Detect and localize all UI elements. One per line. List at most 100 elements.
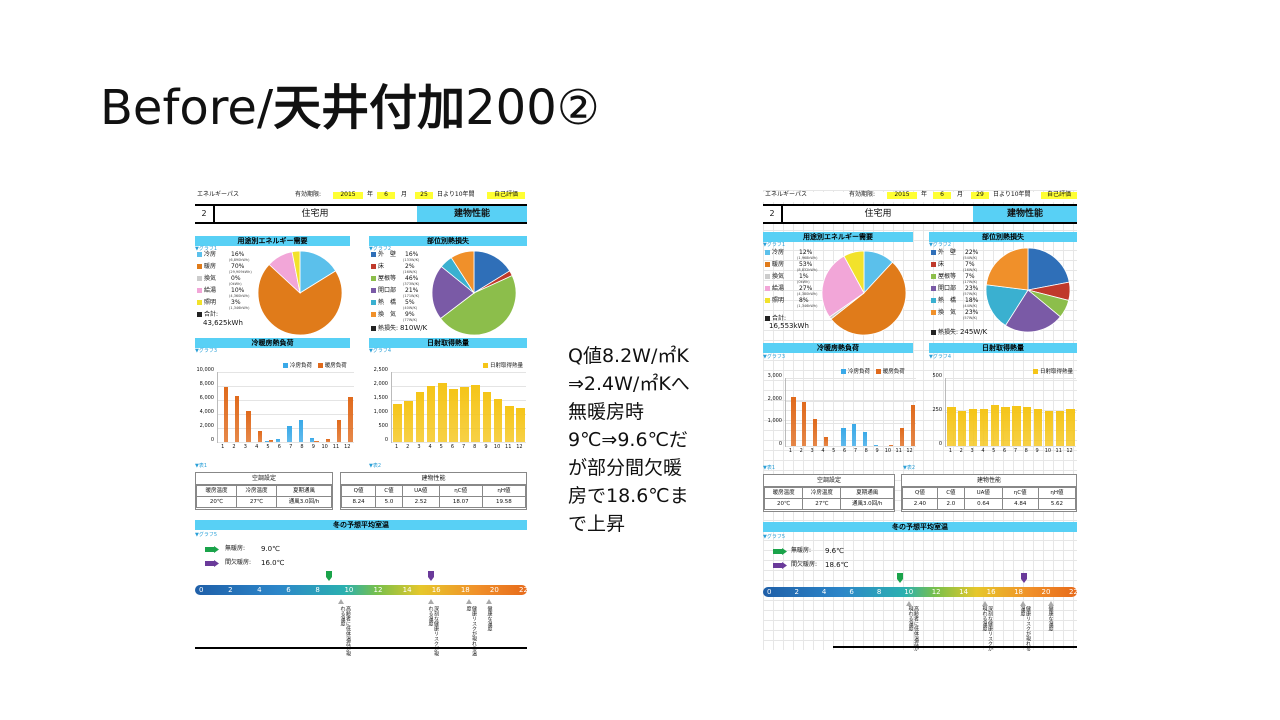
- legend-sub: (1,346kWh): [229, 306, 250, 310]
- gridline: [392, 428, 526, 429]
- y-tick-label: 2,000: [199, 423, 214, 429]
- legend-percent: 3%: [231, 299, 241, 306]
- legend-sub: (0kWh): [229, 282, 242, 286]
- legend-swatch: [931, 262, 936, 267]
- value-cell: 通風3.0回/h: [840, 498, 894, 510]
- legend-label: 屋根等: [378, 275, 397, 282]
- x-tick-label: 8: [300, 444, 304, 450]
- pie-slice: [985, 284, 1029, 327]
- value-cell: 2.40: [902, 498, 938, 510]
- settings-grid: 暖房温度 冷房温度 夏期通風 20℃ 27℃ 通風3.0回/h: [195, 485, 332, 508]
- x-tick-label: 6: [842, 448, 847, 454]
- legend-swatch: [483, 363, 488, 368]
- x-tick-label: 11: [332, 444, 340, 450]
- gridline: [946, 446, 1076, 447]
- loss-total-label: 熱損失:: [378, 325, 399, 332]
- legend-percent: 16%: [231, 251, 245, 258]
- legend-label: 冷房: [204, 251, 217, 258]
- bar-mark: [246, 410, 251, 442]
- legend-item: 換気 1% (0kWh): [765, 273, 825, 286]
- bar-mark: [482, 391, 492, 442]
- scale-tick: 10: [904, 588, 914, 596]
- legend-item: 外 壁 16% (133W/K): [371, 251, 441, 264]
- total-swatch: [931, 330, 936, 335]
- purple-arrow-icon: [773, 562, 787, 569]
- bar-mark: [791, 397, 796, 446]
- threshold-label: 健康な温度: [1047, 606, 1054, 631]
- pie-slice: [1004, 289, 1061, 333]
- x-tick-label: 4: [428, 444, 432, 450]
- legend-label: 開口部: [938, 285, 957, 292]
- graph-tag: ▼グラフ5: [763, 534, 786, 540]
- gridline: [392, 442, 526, 443]
- legend-item: 開口部 23% (57W/K): [931, 285, 1001, 298]
- legend-swatch: [371, 288, 376, 293]
- legend-label: 給湯: [204, 287, 217, 294]
- slide-title: Before/天井付加200②: [100, 78, 600, 138]
- temperature-scale: 0 2 4 6 8 10 12 14 16 18 20 22: [195, 585, 528, 595]
- energy-pie-chart: [821, 250, 907, 336]
- bar-mark: [1066, 409, 1075, 446]
- bar-mark: [1012, 405, 1021, 446]
- heatloss-legend: 外 壁 16% (133W/K) 床 2% (16W/K) 屋根等 46% (373W/K) 開口…: [371, 251, 441, 324]
- legend-item: 冷房 16% (6,890kWh): [197, 251, 257, 264]
- value-cell: 18.07: [438, 496, 483, 508]
- section-temp: 冬の予想平均室温: [763, 522, 1077, 532]
- unheated-marker: [897, 573, 903, 583]
- scale-tick: 8: [315, 586, 320, 594]
- legend-swatch: [371, 276, 376, 281]
- bar-mark: [841, 427, 846, 446]
- x-tick-label: 9: [484, 444, 488, 450]
- legend-swatch: [197, 300, 202, 305]
- graph-tag: ▼グラフ5: [195, 532, 218, 538]
- legend-swatch: [197, 288, 202, 293]
- type-row: 2 住宅用 建物性能: [195, 204, 527, 224]
- x-tick-label: 5: [439, 444, 443, 450]
- legend-percent: 7%: [965, 261, 975, 268]
- legend-percent: 21%: [405, 287, 419, 294]
- header-cell: 暖房温度: [195, 485, 238, 497]
- legend-item: 屋根等 7% (17W/K): [931, 273, 1001, 286]
- scale-tick: 14: [402, 586, 412, 594]
- legend-label: 換気: [772, 273, 785, 280]
- value-cell: 8.24: [340, 496, 377, 508]
- note-line: ⇒2.4W/㎡Kへ: [568, 373, 690, 395]
- legend-item: 換気 0% (0kWh): [197, 275, 257, 288]
- temp-label: 間欠暖房:: [791, 561, 818, 568]
- header-cell: 冷房温度: [236, 485, 278, 497]
- gridline: [946, 378, 1076, 379]
- legend-swatch: [371, 300, 376, 305]
- y-tick-label: 4,000: [199, 409, 214, 415]
- legend-sub: (373W/K): [403, 282, 420, 286]
- graph-tag: ▼グラフ4: [929, 354, 952, 360]
- bar-mark: [873, 444, 879, 446]
- bar-mark: [449, 388, 458, 442]
- note-line: が部分間欠暖: [568, 457, 683, 479]
- legend-sub: (8,832kWh): [797, 268, 818, 272]
- legend-label: 暖房負荷: [882, 369, 905, 375]
- x-tick-label: 3: [417, 444, 421, 450]
- bar-mark: [269, 439, 274, 442]
- y-tick-label: 2,500: [373, 367, 388, 373]
- bar-mark: [888, 444, 894, 446]
- pie-slice: [843, 250, 865, 294]
- legend-sub: (57W/K): [963, 292, 978, 296]
- note-line: 9℃⇒9.6℃だ: [568, 429, 688, 451]
- y-tick-label: 500: [378, 423, 388, 429]
- header-cell: 夏期通風: [840, 487, 894, 499]
- bottom-rule: [833, 646, 1077, 648]
- legend-label: 開口部: [378, 287, 397, 294]
- type-number: 2: [763, 206, 783, 222]
- legend-percent: 7%: [965, 273, 975, 280]
- scale-tick: 0: [199, 586, 204, 594]
- performance-grid: Q値 C値 UA値 ηC値 ηH値 2.40 2.0 0.64 4.84 5.62: [902, 487, 1077, 510]
- energy-pass-after: エネルギーパス 有効期限: 2015 年 6 月 29 日より10年間 自己評価…: [763, 190, 1078, 651]
- legend-label: 冷房: [772, 249, 785, 256]
- table-tag: ▼表1: [763, 465, 776, 471]
- bar-mark: [275, 439, 281, 442]
- legend-swatch: [765, 262, 770, 267]
- bar-mark: [1033, 409, 1043, 446]
- temp-value: 16.0℃: [261, 559, 285, 567]
- x-tick-label: 3: [243, 444, 247, 450]
- legend-sub: (1,346kWh): [797, 304, 818, 308]
